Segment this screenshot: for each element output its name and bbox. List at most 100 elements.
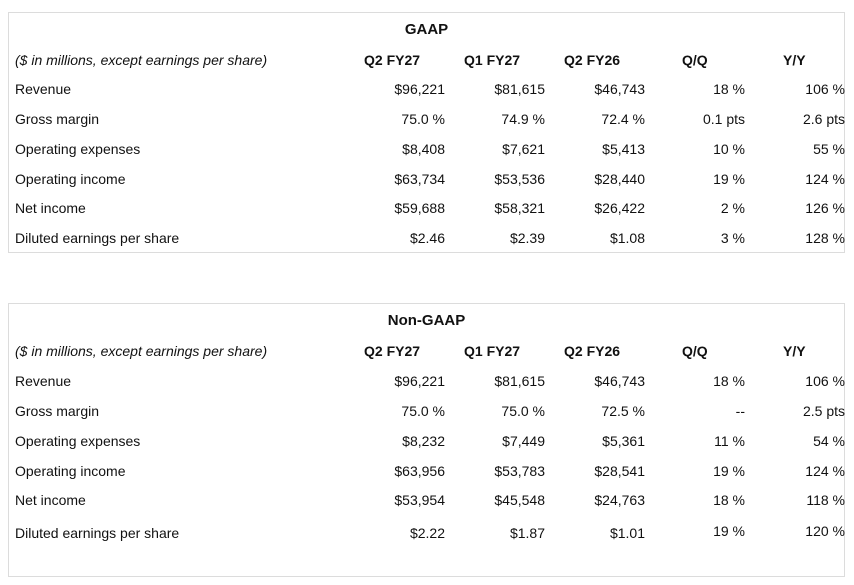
cell: 18 % <box>713 373 745 389</box>
table-row: Operating income $63,734 $53,536 $28,440… <box>9 167 845 191</box>
cell: 2.6 pts <box>802 111 845 127</box>
column-header-yy: Y/Y <box>783 52 806 68</box>
cell: $58,321 <box>494 200 545 216</box>
cell: 19 % <box>713 171 745 187</box>
cell: 18 % <box>713 492 745 508</box>
cell: $2.46 <box>409 230 445 246</box>
cell: $7,621 <box>502 141 545 157</box>
column-header-qq: Q/Q <box>682 343 708 359</box>
cell: $1.87 <box>509 525 545 541</box>
cell: $46,743 <box>594 81 645 97</box>
cell: $63,734 <box>394 171 445 187</box>
cell: 75.0 % <box>501 403 545 419</box>
cell: 106 % <box>805 81 845 97</box>
cell: $96,221 <box>394 81 445 97</box>
column-header-units: ($ in millions, except earnings per shar… <box>15 52 268 68</box>
cell: 18 % <box>713 81 745 97</box>
nongaap-table-title: Non-GAAP <box>387 312 466 329</box>
table-row: Operating expenses $8,408 $7,621 $5,413 … <box>9 137 845 161</box>
cell: $81,615 <box>494 81 545 97</box>
cell: 106 % <box>805 373 845 389</box>
cell: $2.22 <box>409 525 445 541</box>
row-label: Operating expenses <box>15 433 141 449</box>
gaap-header-row: ($ in millions, except earnings per shar… <box>9 48 844 72</box>
column-header-qq: Q/Q <box>682 52 708 68</box>
cell: $96,221 <box>394 373 445 389</box>
cell: 3 % <box>720 230 745 246</box>
nongaap-header-row: ($ in millions, except earnings per shar… <box>9 339 844 363</box>
row-label: Operating expenses <box>15 141 141 157</box>
cell: $7,449 <box>502 433 545 449</box>
cell: $28,440 <box>594 171 645 187</box>
cell: $8,232 <box>402 433 445 449</box>
row-label: Net income <box>15 492 86 508</box>
cell: $1.01 <box>609 525 645 541</box>
table-row: Revenue $96,221 $81,615 $46,743 18 % 106… <box>9 369 845 393</box>
column-header-units: ($ in millions, except earnings per shar… <box>15 343 268 359</box>
cell: 118 % <box>806 492 845 508</box>
table-row: Net income $53,954 $45,548 $24,763 18 % … <box>9 488 845 512</box>
column-header-q2fy26: Q2 FY26 <box>564 343 621 359</box>
table-row: Operating expenses $8,232 $7,449 $5,361 … <box>9 429 845 453</box>
column-header-q2fy27: Q2 FY27 <box>364 52 421 68</box>
cell: $5,361 <box>602 433 645 449</box>
row-label: Diluted earnings per share <box>15 230 180 246</box>
cell: 19 % <box>713 463 745 479</box>
cell: $81,615 <box>494 373 545 389</box>
cell: 124 % <box>805 171 845 187</box>
cell: 11 % <box>714 433 745 449</box>
column-header-q2fy27: Q2 FY27 <box>364 343 421 359</box>
cell: 126 % <box>805 200 845 216</box>
gaap-table: GAAP ($ in millions, except earnings per… <box>8 12 845 253</box>
cell: 128 % <box>805 230 845 246</box>
table-row: Gross margin 75.0 % 74.9 % 72.4 % 0.1 pt… <box>9 107 845 131</box>
cell: 2.5 pts <box>802 403 845 419</box>
table-row: Diluted earnings per share $2.22 $1.87 $… <box>9 519 845 543</box>
cell: $59,688 <box>394 200 445 216</box>
row-label: Operating income <box>15 463 126 479</box>
cell: $53,536 <box>494 171 545 187</box>
row-label: Gross margin <box>15 403 100 419</box>
cell: $24,763 <box>594 492 645 508</box>
cell: 19 % <box>713 523 745 539</box>
cell: $28,541 <box>594 463 645 479</box>
row-label: Diluted earnings per share <box>15 525 180 541</box>
table-row: Gross margin 75.0 % 75.0 % 72.5 % -- 2.5… <box>9 399 845 423</box>
cell: $45,548 <box>494 492 545 508</box>
table-row: Revenue $96,221 $81,615 $46,743 18 % 106… <box>9 77 845 101</box>
table-row: Diluted earnings per share $2.46 $2.39 $… <box>9 226 845 250</box>
cell: 124 % <box>805 463 845 479</box>
column-header-q1fy27: Q1 FY27 <box>464 343 521 359</box>
cell: 54 % <box>813 433 845 449</box>
cell: 74.9 % <box>501 111 545 127</box>
cell: $8,408 <box>402 141 445 157</box>
gaap-table-title: GAAP <box>404 21 449 38</box>
column-header-q1fy27: Q1 FY27 <box>464 52 521 68</box>
row-label: Net income <box>15 200 86 216</box>
cell: $5,413 <box>602 141 645 157</box>
nongaap-table: Non-GAAP ($ in millions, except earnings… <box>8 303 845 577</box>
row-label: Revenue <box>15 373 72 389</box>
cell: 72.4 % <box>601 111 645 127</box>
cell: $26,422 <box>594 200 645 216</box>
cell: 2 % <box>720 200 745 216</box>
cell: 0.1 pts <box>702 111 745 127</box>
cell: 120 % <box>805 523 845 539</box>
cell: $63,956 <box>394 463 445 479</box>
cell: 75.0 % <box>401 403 445 419</box>
cell: $53,783 <box>494 463 545 479</box>
cell: 72.5 % <box>601 403 645 419</box>
cell: $46,743 <box>594 373 645 389</box>
cell: $2.39 <box>509 230 545 246</box>
cell: 10 % <box>713 141 745 157</box>
cell: $1.08 <box>609 230 645 246</box>
column-header-q2fy26: Q2 FY26 <box>564 52 621 68</box>
row-label: Gross margin <box>15 111 100 127</box>
table-row: Net income $59,688 $58,321 $26,422 2 % 1… <box>9 196 845 220</box>
cell: 75.0 % <box>401 111 445 127</box>
cell: $53,954 <box>394 492 445 508</box>
row-label: Revenue <box>15 81 72 97</box>
table-row: Operating income $63,956 $53,783 $28,541… <box>9 459 845 483</box>
cell: -- <box>735 403 745 419</box>
cell: 55 % <box>813 141 845 157</box>
